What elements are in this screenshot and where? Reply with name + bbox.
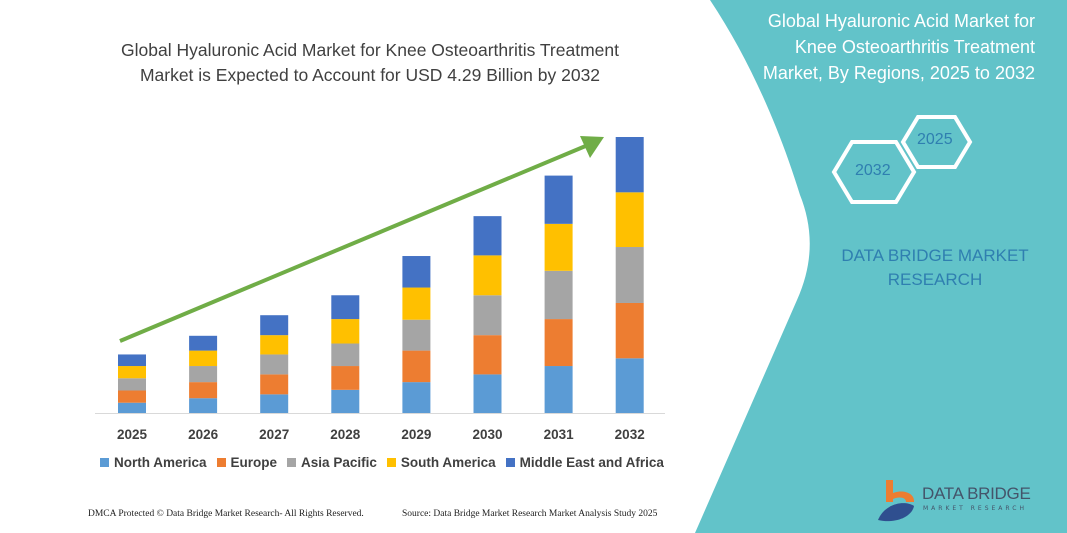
bar-segment-2032-south-america: [615, 192, 644, 248]
legend-swatch: [100, 458, 109, 467]
bar-segment-2027-asia-pacific: [260, 354, 289, 375]
bar-segment-2027-south-america: [260, 335, 289, 355]
hex-label-2032: 2032: [855, 162, 891, 179]
legend-label: North America: [114, 455, 207, 470]
trend-arrow-head-icon: [580, 136, 604, 158]
x-tick-label: 2031: [544, 427, 575, 442]
bar-segment-2028-middle-east-and-africa: [331, 295, 360, 320]
hex-2032: [831, 140, 917, 204]
side-title-line-2: Knee Osteoarthritis Treatment: [794, 37, 1035, 57]
chart-title: Global Hyaluronic Acid Market for Knee O…: [60, 38, 680, 88]
bar-segment-2031-asia-pacific: [544, 270, 573, 320]
bar-segment-2032-europe: [615, 302, 644, 359]
bar-segment-2025-south-america: [118, 366, 146, 379]
legend-label: South America: [400, 455, 496, 470]
legend-item: North America: [100, 455, 207, 470]
bar-segment-2031-europe: [544, 319, 573, 367]
brand-text: DATA BRIDGE MARKET RESEARCH: [820, 244, 1050, 292]
side-panel-title: Global Hyaluronic Acid Market for Knee O…: [715, 8, 1035, 86]
legend-item: South America: [386, 455, 496, 470]
x-tick-label: 2027: [259, 427, 289, 442]
bar-segment-2028-asia-pacific: [331, 343, 360, 367]
legend-label: Europe: [230, 455, 278, 470]
bar-segment-2026-europe: [189, 382, 218, 399]
title-line-1: Global Hyaluronic Acid Market for Knee O…: [121, 40, 619, 60]
x-tick-label: 2029: [401, 427, 431, 442]
data-bridge-logo-icon: [878, 480, 915, 522]
bar-segment-2030-south-america: [473, 255, 502, 296]
x-tick-label: 2032: [615, 427, 645, 442]
hex-2025: [900, 115, 973, 169]
bar-segment-2028-north-america: [331, 389, 360, 413]
hex-label-2025: 2025: [917, 131, 953, 148]
legend-swatch: [505, 458, 515, 467]
logo-name: DATA BRIDGE: [922, 484, 1031, 503]
bar-segment-2029-north-america: [402, 382, 431, 413]
bar-segment-2031-north-america: [544, 366, 573, 413]
bar-segment-2029-middle-east-and-africa: [402, 256, 431, 288]
side-title-line-1: Global Hyaluronic Acid Market for: [767, 11, 1035, 31]
bar-segment-2026-north-america: [189, 398, 218, 413]
bar-segment-2032-north-america: [615, 358, 644, 413]
bar-segment-2030-middle-east-and-africa: [473, 216, 502, 256]
bar-segment-2030-north-america: [473, 374, 502, 413]
bar-segment-2025-north-america: [118, 402, 146, 413]
x-tick-label: 2026: [188, 427, 219, 442]
bar-segment-2028-europe: [331, 366, 360, 390]
bar-segment-2026-asia-pacific: [189, 366, 218, 383]
title-line-2: Market is Expected to Account for USD 4.…: [139, 65, 601, 85]
legend-swatch: [287, 458, 297, 467]
bar-segment-2031-middle-east-and-africa: [544, 175, 573, 224]
source-text: Source: Data Bridge Market Research Mark…: [402, 509, 658, 519]
bar-segment-2032-middle-east-and-africa: [615, 137, 644, 193]
copyright-text: DMCA Protected © Data Bridge Market Rese…: [88, 509, 364, 519]
bar-segment-2028-south-america: [331, 319, 360, 344]
bar-segment-2031-south-america: [544, 223, 573, 271]
bar-segment-2025-asia-pacific: [118, 378, 146, 391]
legend-item: Middle East and Africa: [505, 455, 664, 470]
x-tick-label: 2028: [330, 427, 361, 442]
bar-segment-2027-middle-east-and-africa: [260, 315, 289, 336]
chart-legend: North America Europe Asia Pacific South Ame…: [100, 455, 664, 470]
side-panel-shape: [695, 0, 1067, 533]
bar-segment-2029-south-america: [402, 287, 431, 320]
bar-segment-2032-asia-pacific: [615, 247, 644, 303]
trend-arrow-line: [119, 143, 589, 343]
bar-segment-2026-south-america: [189, 350, 218, 367]
legend-item: Asia Pacific: [287, 455, 377, 470]
bar-segment-2026-middle-east-and-africa: [189, 335, 218, 351]
brand-line-1: DATA BRIDGE MARKET: [841, 246, 1029, 265]
bar-segment-2025-europe: [118, 390, 146, 403]
bar-segment-2027-europe: [260, 374, 289, 395]
legend-swatch: [386, 458, 396, 467]
bar-segment-2029-europe: [402, 350, 431, 383]
x-tick-label: 2030: [472, 427, 502, 442]
stacked-bar-chart: 2025 2026 2027 2028 2029 2030 2031 2032: [95, 136, 665, 442]
legend-swatch: [216, 458, 226, 467]
legend-label: Asia Pacific: [301, 455, 377, 470]
legend-label: Middle East and Africa: [519, 455, 664, 470]
x-tick-label: 2025: [117, 427, 148, 442]
bar-segment-2025-middle-east-and-africa: [118, 354, 146, 367]
brand-line-2: RESEARCH: [887, 270, 983, 289]
bar-segment-2029-asia-pacific: [402, 319, 431, 351]
side-title-line-3: Market, By Regions, 2025 to 2032: [762, 63, 1035, 83]
legend-item: Europe: [216, 455, 278, 470]
logo-tagline: MARKET RESEARCH: [923, 505, 1027, 512]
bar-segment-2030-europe: [473, 335, 502, 375]
bar-segment-2027-north-america: [260, 394, 289, 413]
bar-segment-2030-asia-pacific: [473, 295, 502, 336]
